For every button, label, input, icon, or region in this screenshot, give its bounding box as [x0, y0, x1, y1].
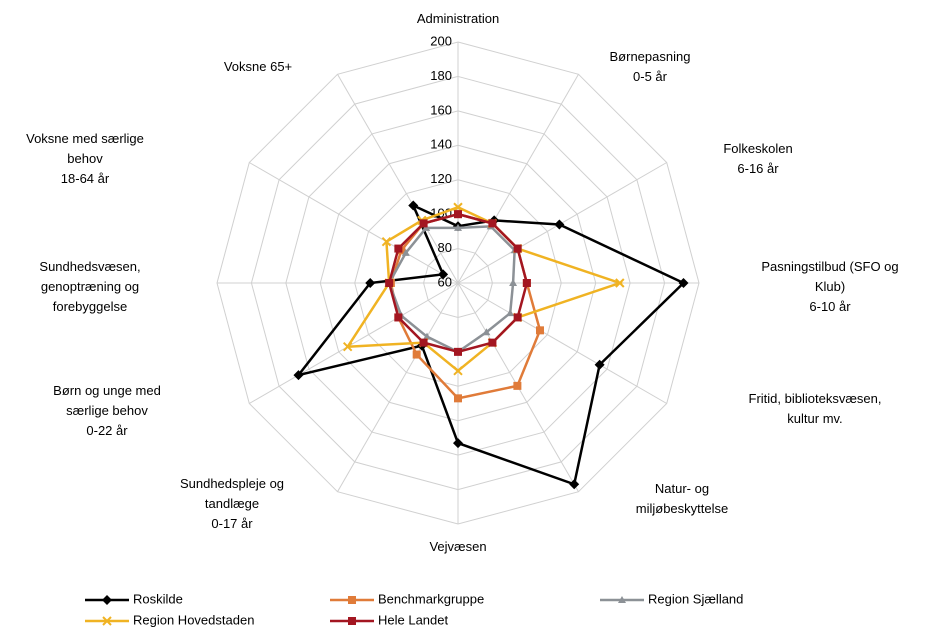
marker: [569, 479, 580, 490]
y-tick-label: 140: [430, 137, 452, 152]
y-tick-label: 120: [430, 171, 452, 186]
marker: [454, 223, 462, 231]
marker: [102, 616, 112, 626]
category-label: Voksne med særlige behov 18-64 år: [26, 131, 144, 186]
marker: [454, 210, 462, 219]
marker: [554, 219, 565, 230]
category-label: Fritid, biblioteksvæsen, kultur mv.: [749, 391, 882, 426]
legend-label: Region Hovedstaden: [133, 612, 254, 627]
category-label: Sundhedsvæsen, genoptræning og forebyggels…: [39, 259, 140, 314]
marker: [348, 617, 356, 625]
marker: [394, 313, 403, 322]
y-tick-label: 60: [438, 274, 452, 289]
marker: [453, 202, 463, 212]
marker: [454, 347, 462, 356]
marker: [419, 338, 428, 347]
marker: [348, 596, 356, 604]
marker: [513, 381, 522, 390]
marker: [419, 219, 428, 228]
category-label: Børnepasning 0-5 år: [610, 49, 691, 84]
y-tick-label: 180: [430, 68, 452, 83]
legend-label: Roskilde: [133, 591, 183, 606]
spoke: [337, 74, 459, 284]
marker: [102, 595, 112, 605]
marker: [412, 350, 421, 359]
marker: [454, 394, 462, 403]
spoke: [249, 162, 459, 284]
marker: [615, 278, 625, 288]
marker: [506, 309, 515, 317]
y-tick-label: 80: [438, 240, 452, 255]
marker: [509, 279, 518, 286]
marker: [522, 279, 531, 287]
marker: [365, 278, 376, 288]
marker: [381, 236, 392, 247]
category-label: Folkeskolen 6-16 år: [723, 141, 792, 176]
category-label: Børn og unge med særlige behov 0-22 år: [53, 383, 161, 438]
category-label: Pasningstilbud (SFO og Klub) 6-10 år: [761, 259, 898, 314]
marker: [408, 200, 419, 211]
marker: [594, 359, 605, 370]
marker: [453, 438, 463, 449]
category-label: Vejvæsen: [429, 539, 486, 554]
y-tick-label: 200: [430, 33, 452, 48]
marker: [482, 328, 491, 336]
legend-label: Hele Landet: [378, 612, 448, 627]
marker: [385, 279, 394, 287]
marker: [513, 313, 522, 322]
spoke: [337, 282, 459, 492]
spoke: [249, 282, 459, 404]
marker: [488, 219, 497, 228]
marker: [423, 332, 432, 340]
marker: [488, 338, 497, 347]
marker: [618, 596, 626, 603]
marker: [453, 366, 463, 376]
marker: [401, 248, 410, 256]
spoke: [457, 282, 667, 404]
legend-label: Region Sjælland: [648, 591, 743, 606]
legend-label: Benchmarkgruppe: [378, 591, 484, 606]
category-label: Sundhedspleje og tandlæge 0-17 år: [180, 476, 284, 531]
category-label: Administration: [417, 11, 499, 26]
y-tick-label: 160: [430, 102, 452, 117]
marker: [342, 341, 353, 352]
spoke: [457, 74, 579, 284]
category-label: Natur- og miljøbeskyttelse: [636, 481, 728, 516]
marker: [535, 326, 544, 335]
marker: [438, 269, 449, 280]
marker: [678, 278, 689, 288]
marker: [513, 244, 522, 253]
marker: [394, 244, 403, 253]
marker: [293, 370, 304, 381]
category-label: Voksne 65+: [224, 59, 292, 74]
